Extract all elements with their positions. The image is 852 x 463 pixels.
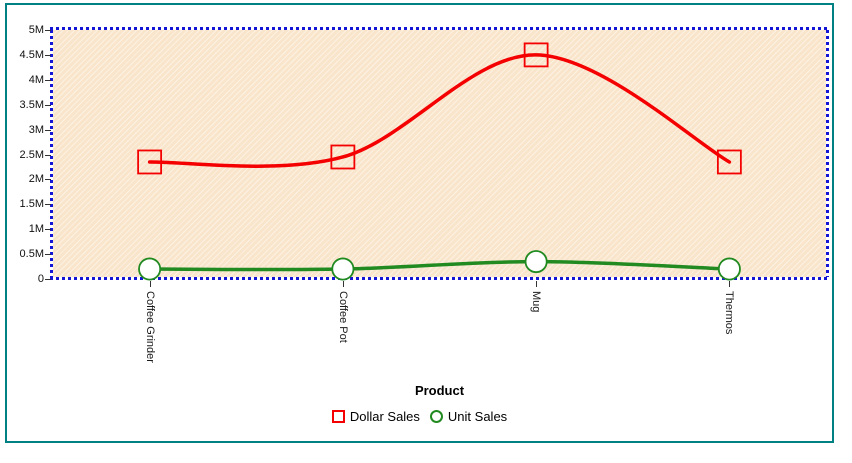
y-tick-mark [45,179,51,181]
legend-label-dollar-sales: Dollar Sales [349,409,420,424]
plot-border-top [50,27,829,30]
x-axis-title: Product [414,383,465,398]
x-tick-mark [150,281,151,287]
y-tick-label: 1.5M [19,198,44,211]
plot-border-left [50,30,53,277]
x-category-label: Thermos [723,291,735,335]
y-tick-label: 4.5M [19,48,44,61]
y-tick-mark [45,204,51,206]
x-tick-mark [536,281,537,287]
legend-label-unit-sales: Unit Sales [447,409,508,424]
dollar-sales-square-marker-icon [331,410,345,423]
y-tick-mark [45,254,51,256]
legend: Dollar Sales Unit Sales [5,409,834,424]
y-tick-label: 5M [28,24,44,36]
y-tick-label: 3M [28,123,44,136]
y-tick-label: 0 [37,273,44,285]
plot-area [53,30,826,277]
x-category-label: Mug [530,291,542,313]
y-tick-label: 0.5M [19,248,44,261]
x-tick-mark [729,281,730,287]
y-tick-label: 4M [28,73,44,86]
unit-sales-circle-marker-icon [429,410,443,423]
y-tick-label: 3.5M [19,98,44,111]
legend-item-dollar-sales: Dollar Sales [331,409,420,424]
y-tick-mark [45,79,51,81]
y-tick-mark [45,154,51,156]
legend-item-unit-sales: Unit Sales [429,409,508,424]
y-tick-mark [45,229,51,231]
y-tick-mark [45,104,51,106]
y-tick-mark [45,54,51,56]
x-category-label: Coffee Grinder [144,291,156,363]
y-tick-mark [45,30,51,31]
y-tick-label: 2M [28,173,44,186]
plot-border-bottom [50,277,829,280]
y-tick-mark [45,129,51,131]
y-tick-label: 2.5M [19,148,44,161]
y-tick-mark [45,279,51,280]
plot-border-right [826,30,829,277]
x-category-label: Coffee Pot [337,291,349,343]
x-tick-mark [343,281,344,287]
y-tick-label: 1M [28,223,44,236]
